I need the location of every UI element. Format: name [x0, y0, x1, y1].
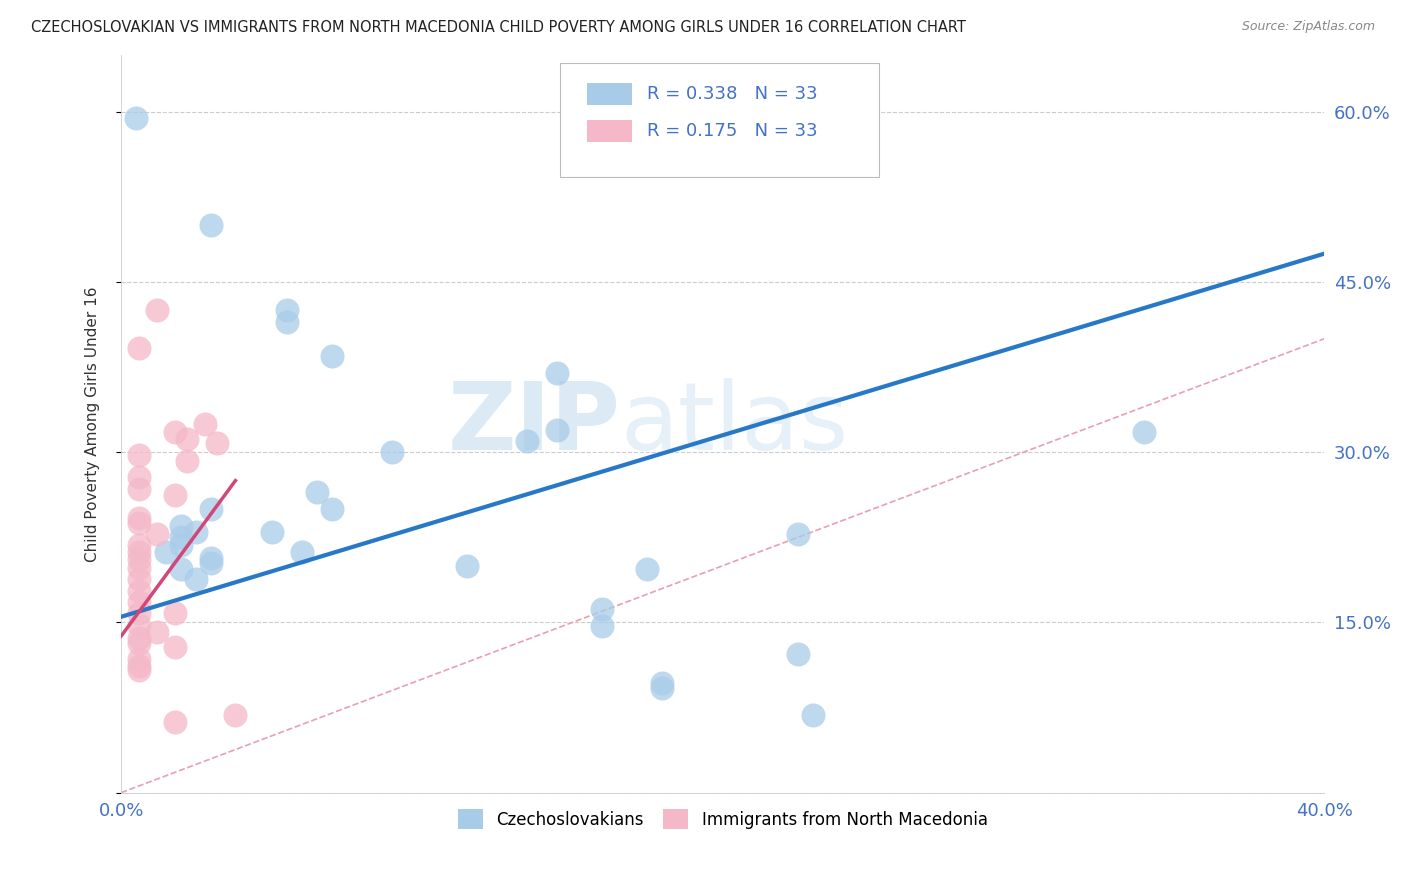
- Point: [128, 538, 150, 552]
- Text: R = 0.338   N = 33: R = 0.338 N = 33: [647, 86, 817, 103]
- Point: [128, 545, 150, 559]
- Point: [651, 681, 673, 696]
- Point: [276, 303, 298, 318]
- Point: [128, 511, 150, 525]
- Point: [200, 502, 222, 516]
- Point: [128, 658, 150, 673]
- Point: [1132, 425, 1154, 439]
- Point: [276, 315, 298, 329]
- Text: ZIP: ZIP: [447, 378, 620, 470]
- Point: [170, 530, 193, 544]
- Point: [155, 545, 177, 559]
- Point: [651, 675, 673, 690]
- Point: [128, 552, 150, 566]
- Point: [128, 572, 150, 586]
- Point: [260, 524, 283, 539]
- Point: [186, 524, 208, 539]
- Point: [207, 436, 229, 450]
- Point: [125, 111, 148, 125]
- Point: [194, 417, 217, 431]
- Point: [546, 423, 568, 437]
- Point: [224, 708, 246, 723]
- Point: [146, 527, 169, 541]
- Y-axis label: Child Poverty Among Girls Under 16: Child Poverty Among Girls Under 16: [86, 286, 100, 562]
- Point: [786, 647, 808, 661]
- Point: [128, 632, 150, 646]
- Point: [321, 502, 343, 516]
- Point: [200, 550, 222, 565]
- Point: [146, 303, 169, 318]
- Text: Source: ZipAtlas.com: Source: ZipAtlas.com: [1241, 20, 1375, 33]
- Point: [165, 607, 187, 621]
- Point: [128, 595, 150, 609]
- Point: [165, 488, 187, 502]
- Point: [170, 562, 193, 576]
- Point: [128, 663, 150, 677]
- Point: [170, 538, 193, 552]
- Point: [456, 558, 478, 573]
- Point: [128, 636, 150, 650]
- Point: [128, 583, 150, 598]
- Text: CZECHOSLOVAKIAN VS IMMIGRANTS FROM NORTH MACEDONIA CHILD POVERTY AMONG GIRLS UND: CZECHOSLOVAKIAN VS IMMIGRANTS FROM NORTH…: [31, 20, 966, 35]
- Point: [636, 562, 658, 576]
- FancyBboxPatch shape: [586, 120, 633, 142]
- Point: [176, 432, 198, 446]
- Point: [546, 366, 568, 380]
- Text: R = 0.175   N = 33: R = 0.175 N = 33: [647, 122, 817, 140]
- Point: [591, 602, 613, 616]
- Point: [165, 640, 187, 655]
- Point: [170, 519, 193, 533]
- Point: [801, 708, 824, 723]
- Point: [186, 572, 208, 586]
- Text: atlas: atlas: [620, 378, 849, 470]
- Point: [146, 624, 169, 639]
- Point: [305, 485, 328, 500]
- Point: [290, 545, 312, 559]
- FancyBboxPatch shape: [560, 62, 879, 177]
- Point: [200, 557, 222, 571]
- Point: [200, 219, 222, 233]
- Point: [128, 516, 150, 530]
- Point: [128, 607, 150, 621]
- Point: [516, 434, 538, 448]
- Point: [128, 617, 150, 632]
- Point: [165, 425, 187, 439]
- Point: [591, 619, 613, 633]
- Point: [128, 341, 150, 355]
- Point: [128, 482, 150, 496]
- Point: [176, 454, 198, 468]
- Point: [321, 349, 343, 363]
- Point: [128, 448, 150, 462]
- Point: [381, 445, 404, 459]
- FancyBboxPatch shape: [586, 83, 633, 105]
- Legend: Czechoslovakians, Immigrants from North Macedonia: Czechoslovakians, Immigrants from North …: [451, 802, 994, 836]
- Point: [128, 652, 150, 666]
- Point: [128, 561, 150, 575]
- Point: [786, 527, 808, 541]
- Point: [165, 715, 187, 730]
- Point: [128, 470, 150, 484]
